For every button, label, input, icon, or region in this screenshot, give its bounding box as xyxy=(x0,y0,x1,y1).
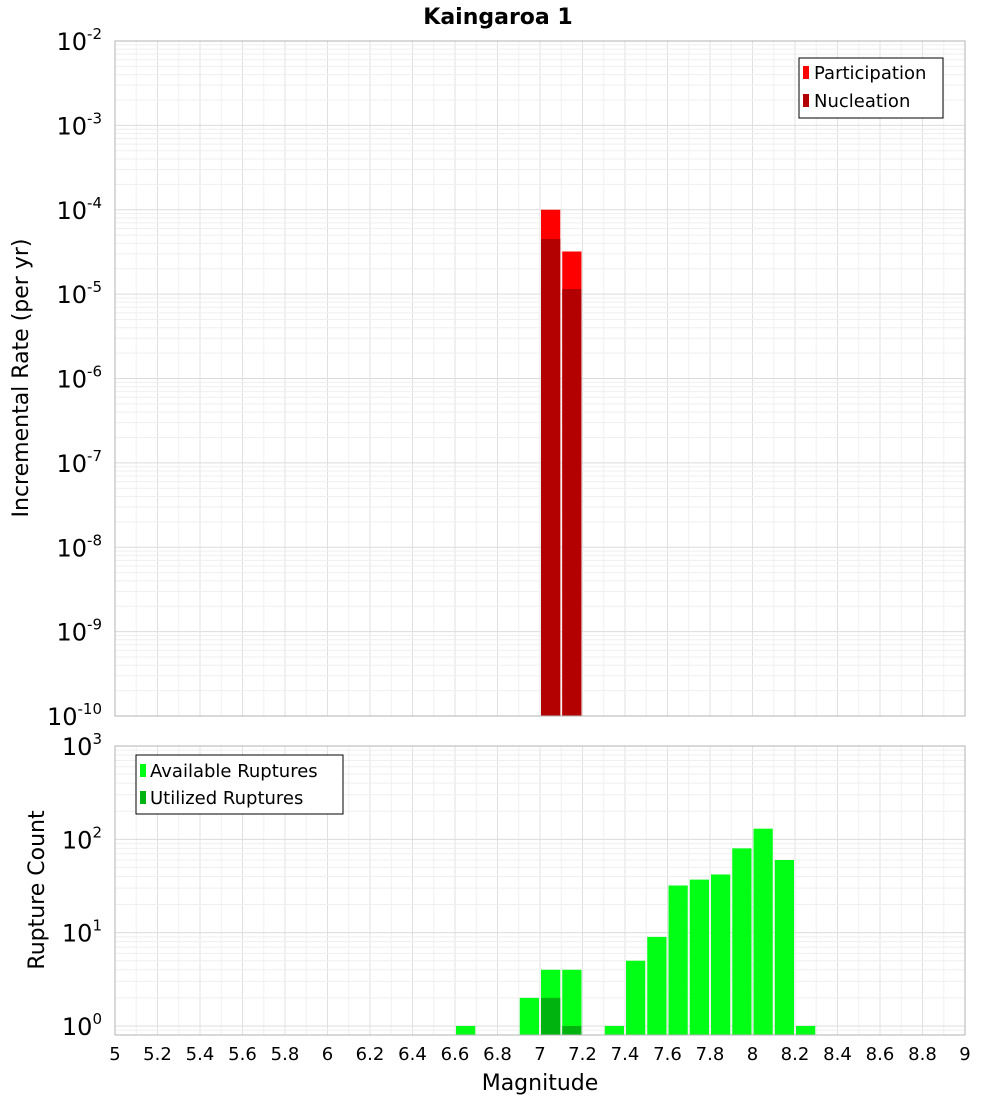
bottom-plot-frame xyxy=(114,745,966,1036)
x-tick-label: 6.8 xyxy=(483,1044,512,1065)
bottom-y-tick-label: 100 xyxy=(62,1010,102,1041)
utilized-legend-label: Utilized Ruptures xyxy=(150,788,303,809)
x-tick-label: 7 xyxy=(534,1044,545,1065)
top-y-tick-label: 10-5 xyxy=(56,278,102,309)
bottom-bar-utilized-ruptures xyxy=(562,1025,582,1035)
top-panel: 10-10 10-9 10-8 10-7 10-6 10-5 10-4 10-3 10-2 In… xyxy=(9,25,966,731)
bottom-bar-available-ruptures xyxy=(647,936,667,1035)
bottom-y-tick-labels: 100 101 102 103 xyxy=(62,730,102,1041)
x-tick-label: 7.8 xyxy=(696,1044,725,1065)
bottom-bar-available-ruptures xyxy=(711,874,731,1035)
bottom-panel: 100 101 102 103 5 5.2 5.4 5.6 5.8 6 6.2 6.4 6.6 6.8 7… xyxy=(25,730,971,1096)
bottom-y-tick-label: 101 xyxy=(62,917,102,948)
bottom-bar-available-ruptures xyxy=(456,1025,476,1035)
top-y-tick-labels: 10-10 10-9 10-8 10-7 10-6 10-5 10-4 10-3 10-2 xyxy=(47,25,102,731)
participation-legend-swatch xyxy=(803,66,809,79)
x-tick-label: 8.6 xyxy=(866,1044,895,1065)
bottom-bar-available-ruptures xyxy=(753,828,773,1035)
bottom-bar-available-ruptures xyxy=(774,860,794,1035)
bottom-bar-available-ruptures xyxy=(604,1025,624,1035)
x-tick-label: 5 xyxy=(109,1044,120,1065)
top-y-tick-label: 10-4 xyxy=(56,194,102,225)
bottom-bar-available-ruptures xyxy=(796,1025,816,1035)
top-legend: Participation Nucleation xyxy=(798,57,944,119)
available-legend-label: Available Ruptures xyxy=(150,761,318,782)
bottom-bar-utilized-ruptures xyxy=(541,997,561,1035)
top-y-tick-label: 10-9 xyxy=(56,616,102,647)
top-bars xyxy=(541,209,582,716)
utilized-legend-swatch xyxy=(140,791,146,804)
top-bar-nucleation xyxy=(541,239,561,716)
x-tick-label: 6 xyxy=(322,1044,333,1065)
x-tick-label: 7.4 xyxy=(611,1044,640,1065)
nucleation-legend-swatch xyxy=(803,94,809,107)
bottom-bar-available-ruptures xyxy=(562,969,582,1035)
bottom-legend-box xyxy=(135,754,344,815)
top-grid xyxy=(115,41,965,716)
x-tick-label: 5.6 xyxy=(228,1044,257,1065)
bottom-legend: Available Ruptures Utilized Ruptures xyxy=(135,754,344,815)
top-y-tick-label: 10-2 xyxy=(56,25,102,56)
x-tick-label: 8.2 xyxy=(781,1044,810,1065)
bottom-bar-available-ruptures xyxy=(668,885,688,1035)
x-tick-label: 5.4 xyxy=(186,1044,215,1065)
x-tick-label: 8 xyxy=(747,1044,758,1065)
bottom-bar-available-ruptures xyxy=(519,997,539,1035)
bottom-bar-available-ruptures xyxy=(732,848,752,1035)
x-tick-label: 7.2 xyxy=(568,1044,597,1065)
x-tick-label: 5.8 xyxy=(271,1044,300,1065)
bottom-y-axis-label: Rupture Count xyxy=(25,810,50,970)
x-tick-label: 6.6 xyxy=(441,1044,470,1065)
chart-title: Kaingaroa 1 xyxy=(423,5,572,30)
top-y-tick-label: 10-3 xyxy=(56,109,102,140)
top-y-axis-label: Incremental Rate (per yr) xyxy=(9,239,34,518)
bottom-bar-available-ruptures xyxy=(626,960,646,1035)
bottom-bar-available-ruptures xyxy=(689,879,709,1035)
top-bar-nucleation xyxy=(562,289,582,716)
x-tick-label: 7.6 xyxy=(653,1044,682,1065)
top-plot-frame xyxy=(114,40,966,717)
x-tick-label: 5.2 xyxy=(143,1044,172,1065)
participation-legend-label: Participation xyxy=(814,63,926,84)
x-axis-label: Magnitude xyxy=(482,1071,599,1096)
top-y-tick-label: 10-7 xyxy=(56,447,102,478)
x-tick-label: 6.2 xyxy=(356,1044,385,1065)
x-tick-label: 8.4 xyxy=(823,1044,852,1065)
x-tick-label: 6.4 xyxy=(398,1044,427,1065)
top-y-tick-label: 10-6 xyxy=(56,363,102,394)
x-tick-labels: 5 5.2 5.4 5.6 5.8 6 6.2 6.4 6.6 6.8 7 7.2 7.4 7.6 7.8 8… xyxy=(109,1044,970,1065)
top-legend-box xyxy=(798,57,944,119)
top-y-tick-label: 10-10 xyxy=(47,700,102,731)
bottom-y-tick-label: 103 xyxy=(62,730,102,761)
x-tick-label: 8.8 xyxy=(908,1044,937,1065)
top-y-tick-label: 10-8 xyxy=(56,531,102,562)
x-tick-label: 9 xyxy=(959,1044,970,1065)
nucleation-legend-label: Nucleation xyxy=(814,91,910,112)
bottom-y-tick-label: 102 xyxy=(62,823,102,854)
available-legend-swatch xyxy=(140,764,146,777)
bottom-bars xyxy=(456,828,816,1035)
